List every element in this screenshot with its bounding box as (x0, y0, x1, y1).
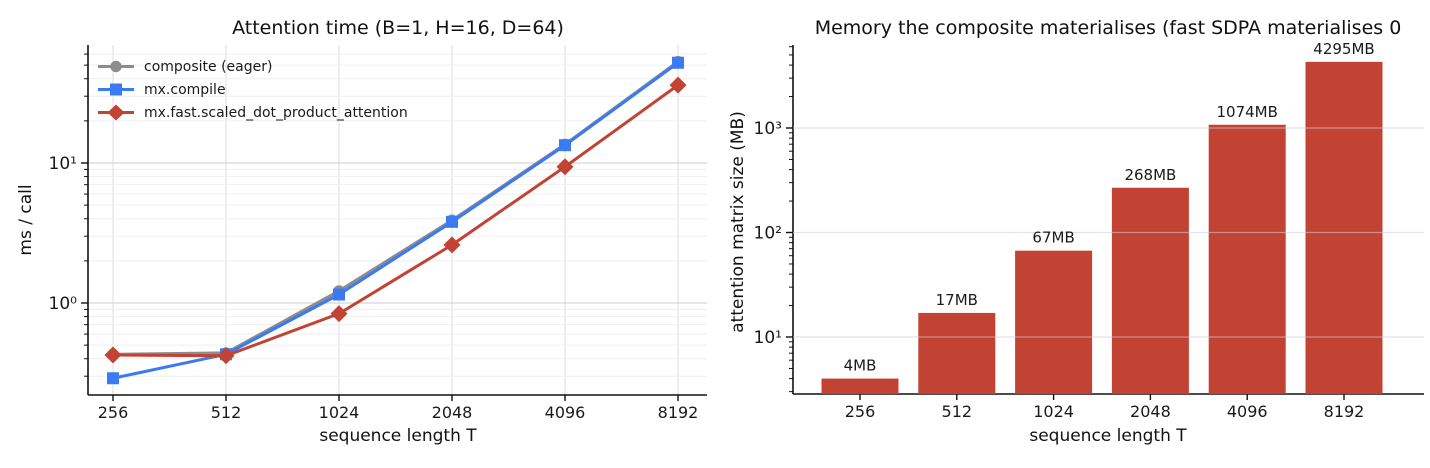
data-point-square (672, 56, 684, 69)
legend-item-mx-fast-sdpa: mx.fast.scaled_dot_product_attention (97, 102, 408, 123)
y-tick-label: 10³ (754, 119, 782, 139)
memory-chart-title: Memory the composite materialises (fast … (814, 17, 1402, 39)
data-point-square (559, 139, 571, 152)
data-point-diamond (217, 347, 235, 365)
line-square-marker-icon (98, 83, 134, 96)
data-point-square (446, 215, 458, 228)
bar-value-label: 67MB (1032, 229, 1074, 247)
memory-plot-area: 4MB 17MB 67MB 268MB 1074MB 4295MB 256 512 1024 20… (754, 40, 1424, 421)
y-tick-label: 10⁰ (49, 294, 78, 314)
bar-value-label: 17MB (936, 291, 978, 309)
bar-value-label: 4MB (844, 357, 877, 375)
legend-item-mx-compile: mx.compile (97, 79, 408, 100)
legend-item-composite-eager: composite (eager) (97, 56, 408, 77)
x-tick-label: 8192 (1324, 402, 1365, 421)
x-tick-label: 512 (942, 402, 973, 421)
x-tick-label: 2048 (432, 403, 473, 422)
y-tick-label: 10¹ (49, 154, 77, 174)
attention-time-x-axis-label: sequence length T (319, 426, 477, 446)
bar (1305, 61, 1383, 395)
x-tick-label: 512 (211, 403, 242, 422)
attention-time-plot-area: 256 512 1024 2048 4096 8192 10⁰ 10¹ (49, 45, 707, 422)
bar-value-label: 1074MB (1216, 103, 1277, 121)
series-line-2 (111, 83, 680, 358)
data-point-square (333, 288, 345, 301)
bar (918, 312, 996, 394)
x-tick-label: 8192 (658, 403, 699, 422)
attention-time-chart: Attention time (B=1, H=16, D=64) ms / ca… (16, 17, 707, 446)
line-circle-marker-icon (98, 60, 134, 73)
memory-x-axis-label: sequence length T (1029, 426, 1187, 446)
data-point-diamond (330, 305, 348, 323)
legend-label-composite-eager: composite (eager) (144, 58, 273, 75)
x-tick-label: 256 (98, 403, 129, 422)
series-line-1 (111, 61, 680, 380)
bar (1015, 250, 1093, 394)
x-tick-label: 1024 (1033, 402, 1074, 421)
legend-label-mx-compile: mx.compile (144, 81, 226, 98)
memory-materialised-chart: Memory the composite materialises (fast … (715, 0, 1430, 468)
data-point-diamond (104, 346, 122, 364)
bar (821, 378, 899, 394)
bar (1208, 124, 1286, 394)
attention-time-chart-title: Attention time (B=1, H=16, D=64) (232, 17, 564, 39)
data-point-diamond (443, 236, 461, 254)
line-diamond-marker-icon (98, 104, 134, 121)
data-point-square (107, 372, 119, 385)
data-point-diamond (556, 158, 574, 176)
legend-label-mx-fast-sdpa: mx.fast.scaled_dot_product_attention (144, 104, 408, 121)
bar-value-label: 268MB (1124, 166, 1176, 184)
bar (1111, 187, 1189, 394)
x-tick-label: 4096 (545, 403, 586, 422)
x-tick-label: 4096 (1227, 402, 1268, 421)
data-point-diamond (669, 76, 687, 94)
x-tick-label: 256 (845, 402, 876, 421)
y-tick-label: 10¹ (754, 328, 782, 348)
y-tick-label: 10² (754, 224, 782, 244)
x-tick-label: 1024 (319, 403, 360, 422)
attention-time-legend: composite (eager) mx.compile mx.fast.sca… (97, 56, 408, 123)
x-tick-label: 2048 (1130, 402, 1171, 421)
bar-value-label: 4295MB (1313, 40, 1374, 58)
